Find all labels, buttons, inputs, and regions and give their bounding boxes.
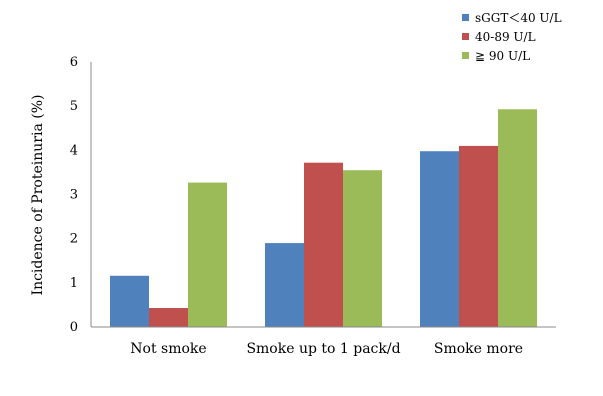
- bar-series-1-category-2: [265, 243, 304, 327]
- y-tick-label-6: 6: [70, 55, 78, 70]
- legend: sGGT＜40 U/L 40-89 U/L ≧ 90 U/L: [462, 11, 562, 63]
- bars-group: [110, 109, 537, 327]
- bar-series-2-category-3: [459, 145, 498, 327]
- legend-label-3: ≧ 90 U/L: [475, 49, 530, 63]
- bar-series-3-category-1: [188, 182, 227, 327]
- y-tick-label-2: 2: [70, 232, 78, 247]
- x-category-label-3: Smoke more: [434, 341, 523, 357]
- y-tick-label-4: 4: [70, 143, 78, 158]
- bar-series-3-category-2: [343, 170, 382, 327]
- y-tick-label-0: 0: [70, 320, 78, 335]
- legend-swatch-2: [462, 33, 469, 40]
- x-category-labels: Not smoke Smoke up to 1 pack/d Smoke more: [130, 341, 523, 357]
- legend-label-2: 40-89 U/L: [475, 30, 536, 44]
- x-category-label-1: Not smoke: [130, 341, 206, 357]
- legend-swatch-3: [462, 52, 469, 59]
- legend-label-1: sGGT＜40 U/L: [475, 11, 562, 25]
- y-tick-label-1: 1: [70, 276, 78, 291]
- bar-series-2-category-2: [304, 162, 343, 327]
- bar-series-3-category-3: [498, 109, 537, 327]
- bar-series-2-category-1: [149, 308, 188, 327]
- x-category-label-2: Smoke up to 1 pack/d: [246, 341, 400, 357]
- legend-swatch-1: [462, 14, 469, 21]
- y-tick-label-3: 3: [70, 188, 78, 203]
- bar-series-1-category-3: [420, 151, 459, 327]
- y-tick-label-5: 5: [70, 99, 78, 114]
- y-axis-title: Incidence of Proteinuria (%): [30, 95, 46, 296]
- y-tick-labels: 0 1 2 3 4 5 6: [70, 55, 78, 335]
- bar-series-1-category-1: [110, 275, 149, 327]
